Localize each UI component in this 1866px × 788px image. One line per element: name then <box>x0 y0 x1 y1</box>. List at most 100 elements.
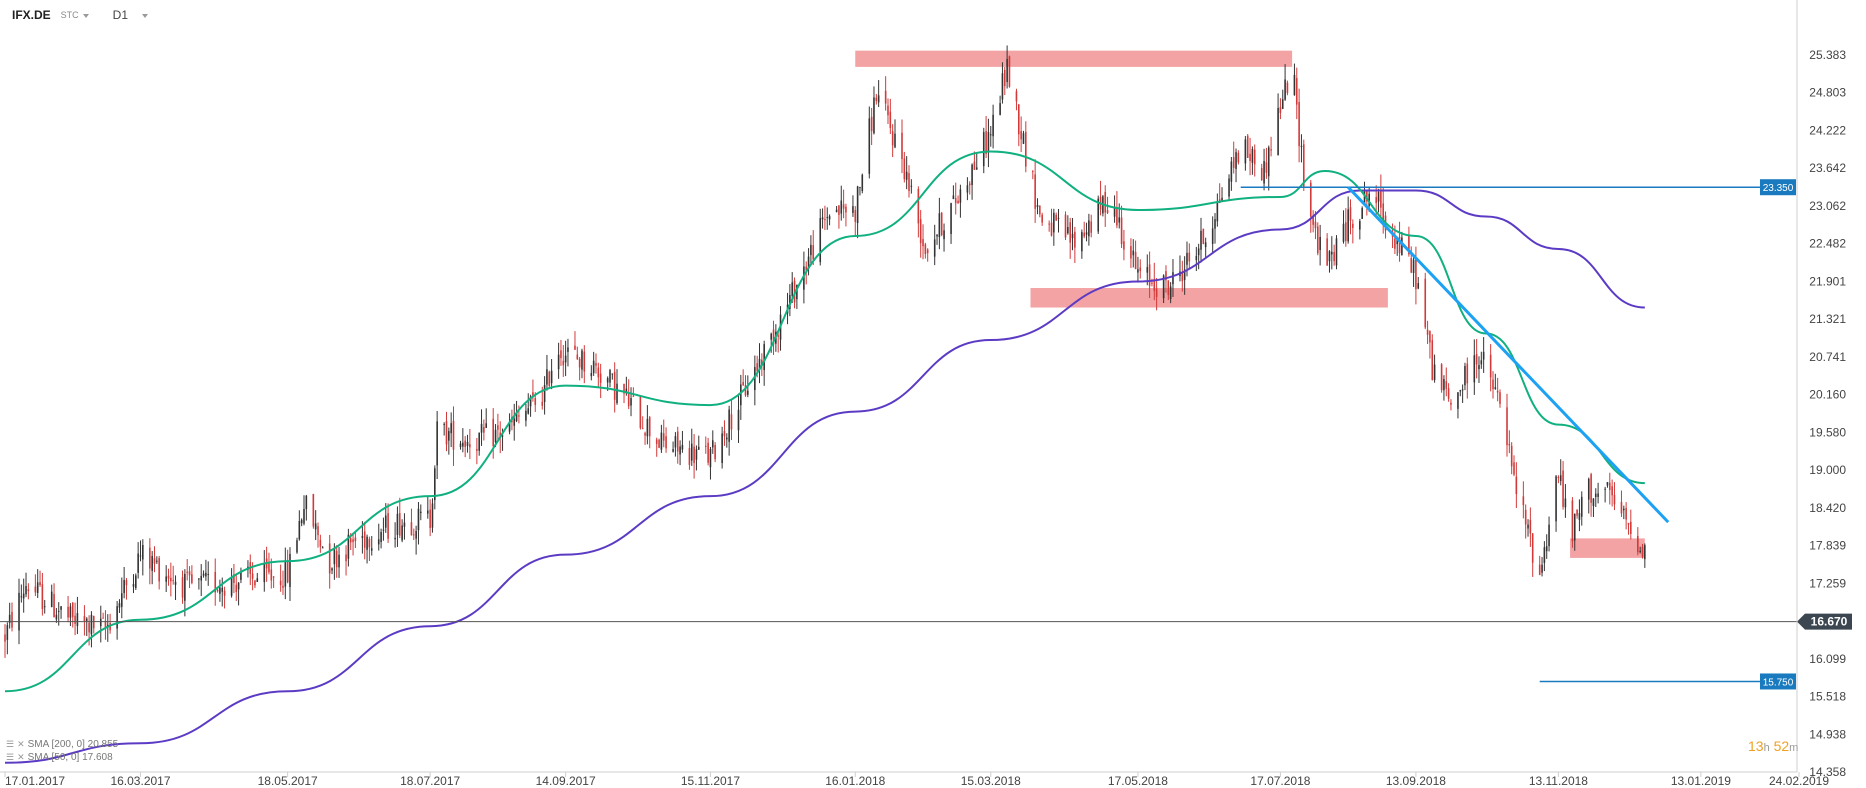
candle-body <box>870 116 873 132</box>
candle-body <box>973 161 976 170</box>
candle-body <box>1608 482 1611 491</box>
candle-body <box>1281 99 1284 109</box>
candle-body <box>448 431 450 441</box>
y-tick-label: 22.482 <box>1809 237 1846 251</box>
legend-item-sma200[interactable]: ☰ ✕ SMA [200, 0] 20.855 <box>6 738 118 751</box>
candle-body <box>1155 288 1158 297</box>
candle-body <box>1216 202 1219 222</box>
y-tick-label: 24.222 <box>1809 124 1846 138</box>
candle-body <box>289 553 291 587</box>
candle-body <box>595 363 597 366</box>
candle-body <box>807 256 810 269</box>
candle-body <box>693 446 695 464</box>
level-label: 23.350 <box>1763 183 1794 194</box>
candle-body <box>515 413 518 422</box>
y-tick-label: 19.580 <box>1809 425 1846 439</box>
candle-body <box>938 213 941 238</box>
candle-body <box>639 396 642 428</box>
candle-body <box>41 584 44 610</box>
settings-icon[interactable]: ☰ <box>6 752 15 762</box>
candle-body <box>877 95 880 103</box>
candle-body <box>123 580 125 594</box>
close-icon[interactable]: ✕ <box>17 739 25 749</box>
candle-body <box>153 558 156 564</box>
x-tick-label: 13.09.2018 <box>1386 774 1446 788</box>
candle-body <box>501 435 504 437</box>
candle-body <box>1162 275 1165 299</box>
candle-body <box>1541 564 1543 573</box>
candle-body <box>90 614 93 635</box>
candle-body <box>328 543 331 574</box>
candle-body <box>905 171 908 180</box>
candle-body <box>1328 251 1331 262</box>
candle-body <box>583 351 586 372</box>
timer-hours: 13 <box>1748 738 1764 754</box>
candle-body <box>908 173 910 192</box>
candle-body <box>1543 547 1546 563</box>
y-tick-label: 21.321 <box>1809 312 1846 326</box>
candle-body <box>85 618 88 621</box>
candle-body <box>1069 222 1071 243</box>
candle-body <box>952 195 955 200</box>
candle-body <box>513 418 516 426</box>
settings-icon[interactable]: ☰ <box>6 739 15 749</box>
candle-body <box>401 525 403 541</box>
legend-label: SMA [50, 0] 17.608 <box>27 752 113 763</box>
candle-body <box>305 495 308 510</box>
candle-body <box>726 437 728 440</box>
candle-body <box>1366 190 1368 202</box>
candle-body <box>1347 209 1349 242</box>
candle-body <box>158 558 160 582</box>
candle-body <box>758 358 761 371</box>
candle-body <box>646 418 649 437</box>
candle-body <box>1017 104 1020 135</box>
candle-body <box>525 410 527 421</box>
timer-minutes-unit: m <box>1789 742 1799 754</box>
candle-body <box>282 585 284 588</box>
candle-body <box>361 536 364 538</box>
candle-body <box>1492 379 1494 390</box>
price-axis[interactable]: 25.383 24.803 24.222 23.642 23.062 22.482 21.9… <box>1796 0 1846 779</box>
candle-body <box>1342 223 1345 242</box>
candle-body <box>1130 246 1132 259</box>
candle-body <box>1331 251 1333 255</box>
candle-body <box>1003 69 1006 87</box>
candle-body <box>1594 493 1597 498</box>
candle-body <box>606 378 609 383</box>
candle-body <box>1445 381 1448 389</box>
candle-body <box>1368 193 1370 206</box>
candle-body <box>856 186 859 224</box>
timeframe-select[interactable]: D1 <box>113 8 149 22</box>
candle-body <box>933 239 936 257</box>
candle-body <box>1352 223 1354 228</box>
candle-body <box>721 433 723 464</box>
candle-body <box>314 523 317 530</box>
candle-body <box>254 580 256 586</box>
candle-body <box>102 617 104 619</box>
candle-body <box>256 578 259 582</box>
candle-body <box>132 584 135 587</box>
time-axis[interactable]: 17.01.2017 16.03.2017 18.05.2017 18.07.2017… <box>0 771 1829 788</box>
candle-body <box>824 219 826 221</box>
candle-body <box>43 606 46 608</box>
candle-body <box>165 576 167 582</box>
candle-body <box>380 532 382 542</box>
candle-body <box>1284 79 1286 100</box>
candle-body <box>1249 153 1251 161</box>
candle-body <box>459 443 462 448</box>
candle-body <box>917 188 920 224</box>
candle-body <box>835 209 838 213</box>
candle-body <box>410 522 413 536</box>
candle-body <box>1064 214 1067 238</box>
candle-body <box>754 367 756 391</box>
candle-body <box>139 555 142 557</box>
legend-item-sma50[interactable]: ☰ ✕ SMA [50, 0] 17.608 <box>6 751 118 764</box>
close-icon[interactable]: ✕ <box>17 752 25 762</box>
symbol-label[interactable]: IFX.DE <box>12 8 51 22</box>
candle-body <box>821 217 824 220</box>
candle-body <box>1022 133 1025 144</box>
instrument-type-select[interactable]: STC <box>61 10 89 20</box>
candle-body <box>1375 197 1377 204</box>
candle-body <box>819 218 822 263</box>
